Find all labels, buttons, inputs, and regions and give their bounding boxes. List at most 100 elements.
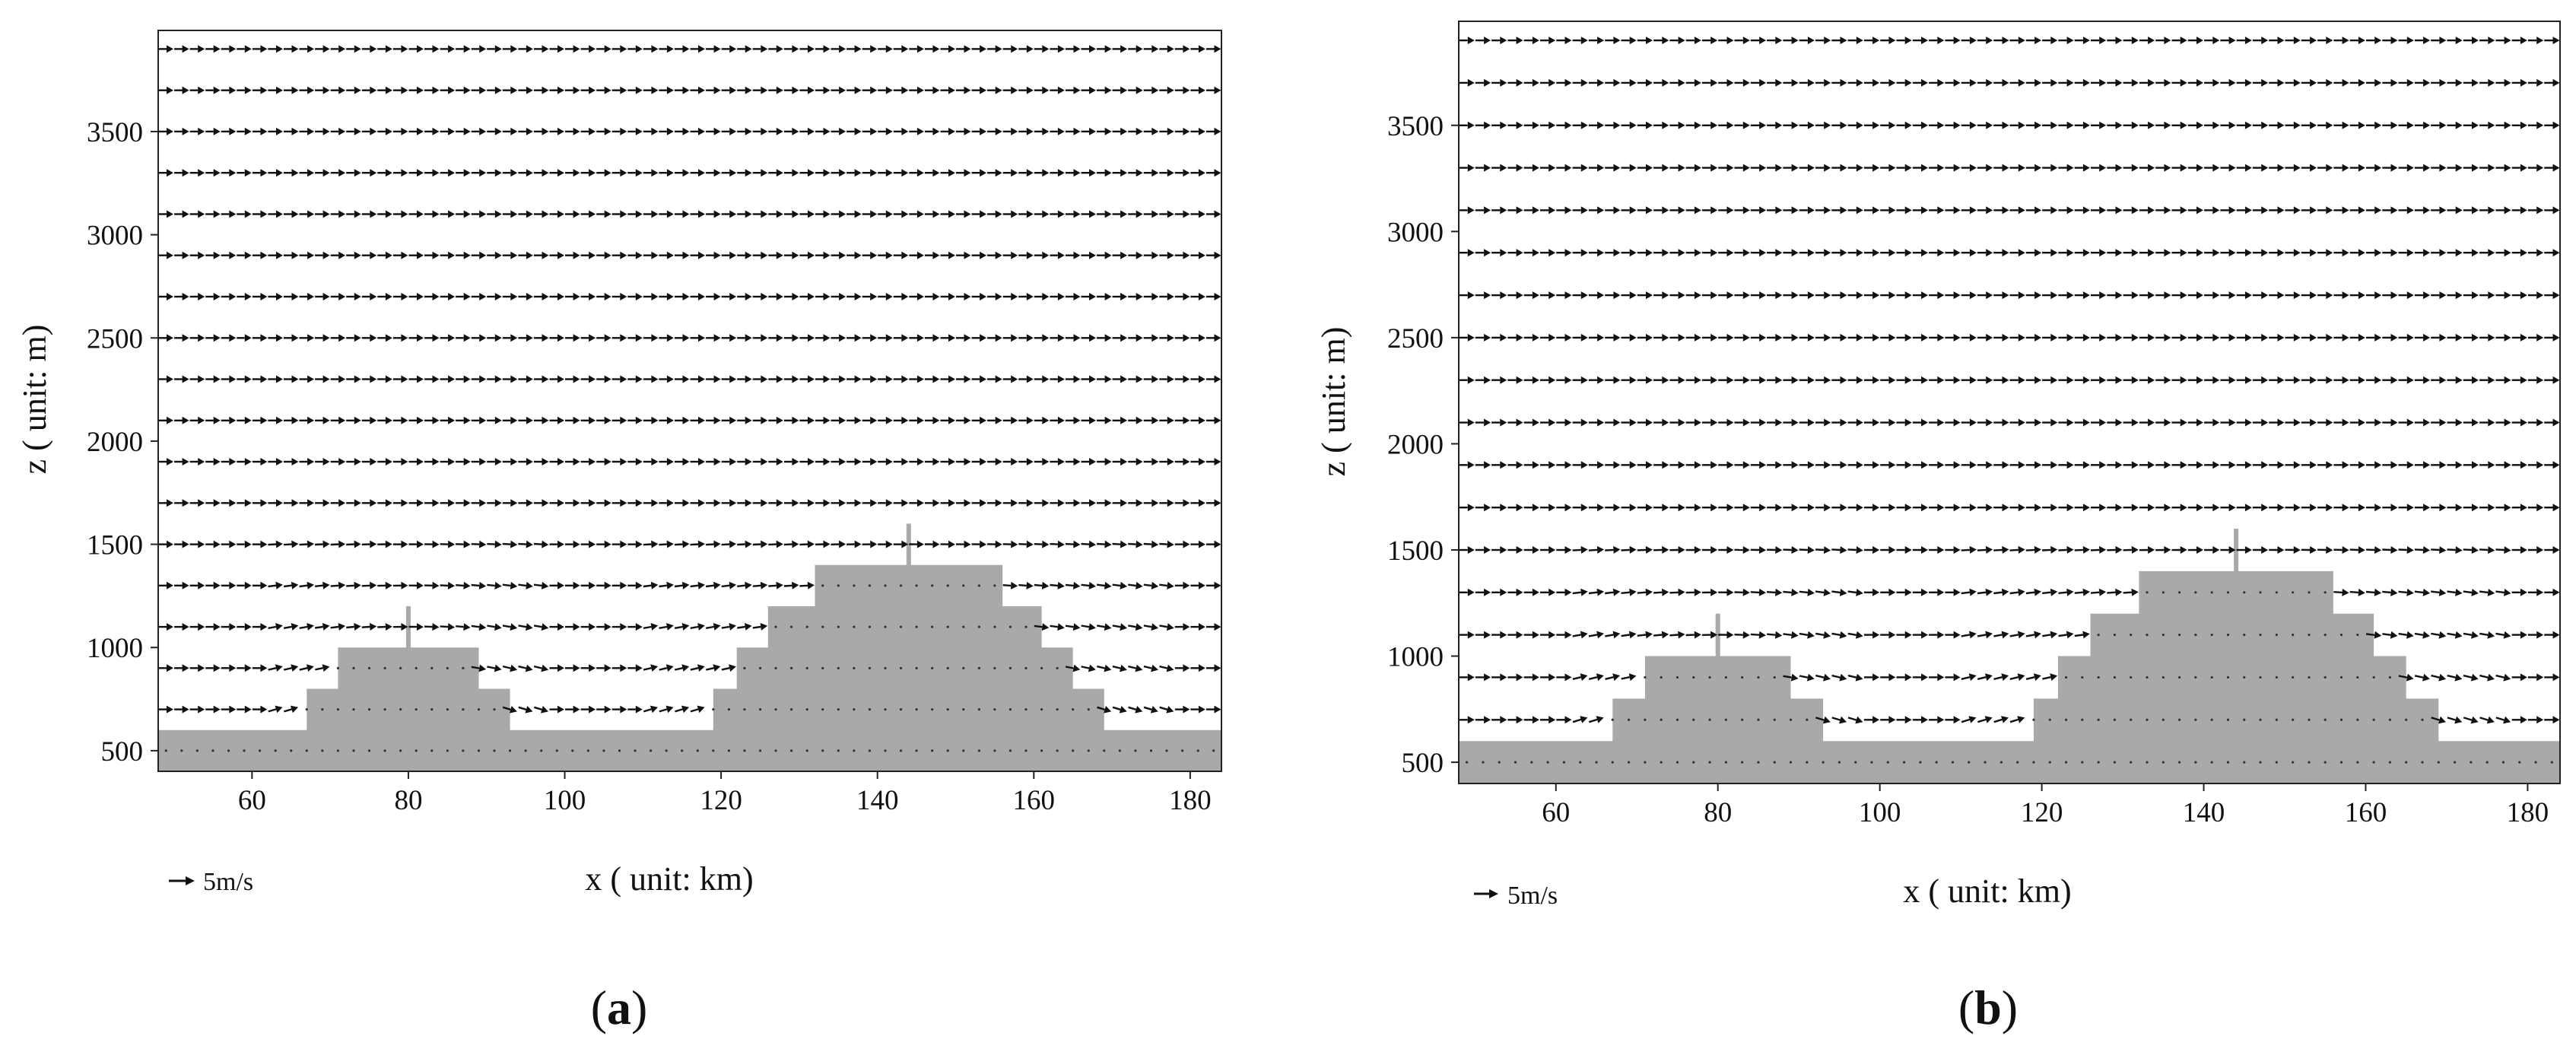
wind-arrow xyxy=(1815,78,1831,87)
wind-arrow xyxy=(2382,418,2398,427)
wind-arrow xyxy=(283,623,299,631)
wind-arrow xyxy=(1081,540,1096,548)
wind-arrow xyxy=(158,45,173,53)
wind-arrow xyxy=(2107,249,2123,257)
wind-arrow xyxy=(1669,206,1685,215)
terrain-dot xyxy=(2194,761,2197,764)
wind-arrow xyxy=(987,293,1002,300)
wind-arrow xyxy=(2107,291,2123,300)
wind-arrow xyxy=(1750,376,1767,384)
wind-arrow xyxy=(1863,461,1880,469)
wind-arrow xyxy=(1977,376,1993,384)
wind-arrow xyxy=(971,45,987,53)
wind-arrow xyxy=(2009,376,2025,384)
plot-area-a: 60 80 100 120 140 160 180500100015002000250030… xyxy=(87,45,1221,816)
wind-arrow xyxy=(971,375,987,383)
wind-arrow xyxy=(1718,418,1734,427)
wind-arrow xyxy=(1863,631,1880,639)
terrain-dot xyxy=(493,708,496,711)
terrain-dot xyxy=(899,584,903,587)
wind-arrow xyxy=(424,86,440,94)
wind-arrow xyxy=(502,86,518,94)
wind-arrow xyxy=(1556,121,1572,129)
wind-arrow xyxy=(580,127,596,135)
wind-arrow xyxy=(189,416,205,424)
wind-arrow xyxy=(408,334,424,342)
wind-arrow xyxy=(1065,169,1081,177)
wind-arrow xyxy=(1718,376,1734,384)
wind-arrow xyxy=(2447,546,2463,554)
wind-arrow xyxy=(924,251,940,259)
wind-arrow xyxy=(987,169,1002,177)
wind-arrow xyxy=(690,664,705,672)
terrain-dot xyxy=(977,625,980,628)
wind-arrow xyxy=(2365,631,2382,639)
wind-arrow xyxy=(1637,291,1653,300)
wind-arrow xyxy=(299,45,315,53)
wind-arrow xyxy=(1190,169,1205,177)
wind-arrow xyxy=(2269,504,2285,512)
wind-arrow xyxy=(706,127,721,135)
wind-arrow xyxy=(440,210,456,218)
wind-arrow xyxy=(346,169,361,177)
terrain-dot xyxy=(2177,675,2181,679)
wind-arrow xyxy=(2463,504,2479,512)
wind-arrow xyxy=(471,86,487,94)
wind-arrow xyxy=(2527,249,2544,257)
wind-arrow xyxy=(2431,121,2447,129)
wind-arrow xyxy=(1507,588,1523,596)
wind-arrow xyxy=(1621,206,1637,215)
wind-arrow xyxy=(1540,333,1556,342)
wind-arrow xyxy=(1081,45,1096,53)
wind-arrow xyxy=(1669,121,1685,129)
wind-arrow xyxy=(1572,164,1588,172)
terrain-dot xyxy=(2146,634,2149,637)
wind-arrow xyxy=(1653,37,1669,45)
wind-arrow xyxy=(1831,716,1847,724)
wind-arrow xyxy=(2285,418,2301,427)
wind-arrow xyxy=(721,416,737,424)
wind-arrow xyxy=(2349,121,2365,129)
wind-arrow xyxy=(1734,249,1750,257)
wind-arrow xyxy=(1863,78,1880,87)
wind-arrow xyxy=(862,86,878,94)
wind-arrow xyxy=(2058,164,2074,172)
terrain-dot xyxy=(1072,749,1075,752)
wind-arrow xyxy=(1018,334,1034,342)
wind-arrow xyxy=(1605,673,1621,682)
wind-arrow xyxy=(2447,418,2463,427)
wind-arrow xyxy=(2091,333,2107,342)
wind-arrow xyxy=(1206,293,1221,300)
terrain-dot xyxy=(430,749,434,752)
wind-arrow xyxy=(424,251,440,259)
wind-arrow xyxy=(2123,545,2139,554)
wind-arrow xyxy=(1096,623,1112,631)
wind-arrow xyxy=(456,45,471,53)
wind-arrow xyxy=(268,623,283,631)
wind-arrow xyxy=(549,169,564,177)
wind-arrow xyxy=(2414,673,2430,682)
wind-arrow xyxy=(831,210,846,218)
wind-arrow xyxy=(2382,376,2398,384)
wind-arrow xyxy=(1128,293,1143,300)
wind-arrow xyxy=(1783,121,1799,129)
wind-arrow xyxy=(862,334,878,342)
wind-arrow xyxy=(2511,37,2527,45)
wind-arrow xyxy=(878,416,893,424)
wind-arrow xyxy=(737,499,752,507)
wind-arrow xyxy=(1190,705,1205,714)
wind-arrow xyxy=(456,499,471,507)
wind-arrow xyxy=(2527,37,2544,45)
wind-arrow xyxy=(471,169,487,177)
wind-arrow xyxy=(1734,164,1750,172)
wind-arrow xyxy=(377,581,392,590)
terrain-dot xyxy=(2161,675,2165,679)
wind-arrow xyxy=(2333,121,2349,129)
terrain-dot xyxy=(1024,708,1028,711)
wind-arrow xyxy=(2090,588,2107,596)
wind-arrow xyxy=(2349,37,2365,45)
wind-arrow xyxy=(1206,705,1221,714)
y-tick-label: 2000 xyxy=(1387,429,1444,460)
wind-arrow xyxy=(611,416,627,424)
wind-arrow xyxy=(1143,293,1159,300)
